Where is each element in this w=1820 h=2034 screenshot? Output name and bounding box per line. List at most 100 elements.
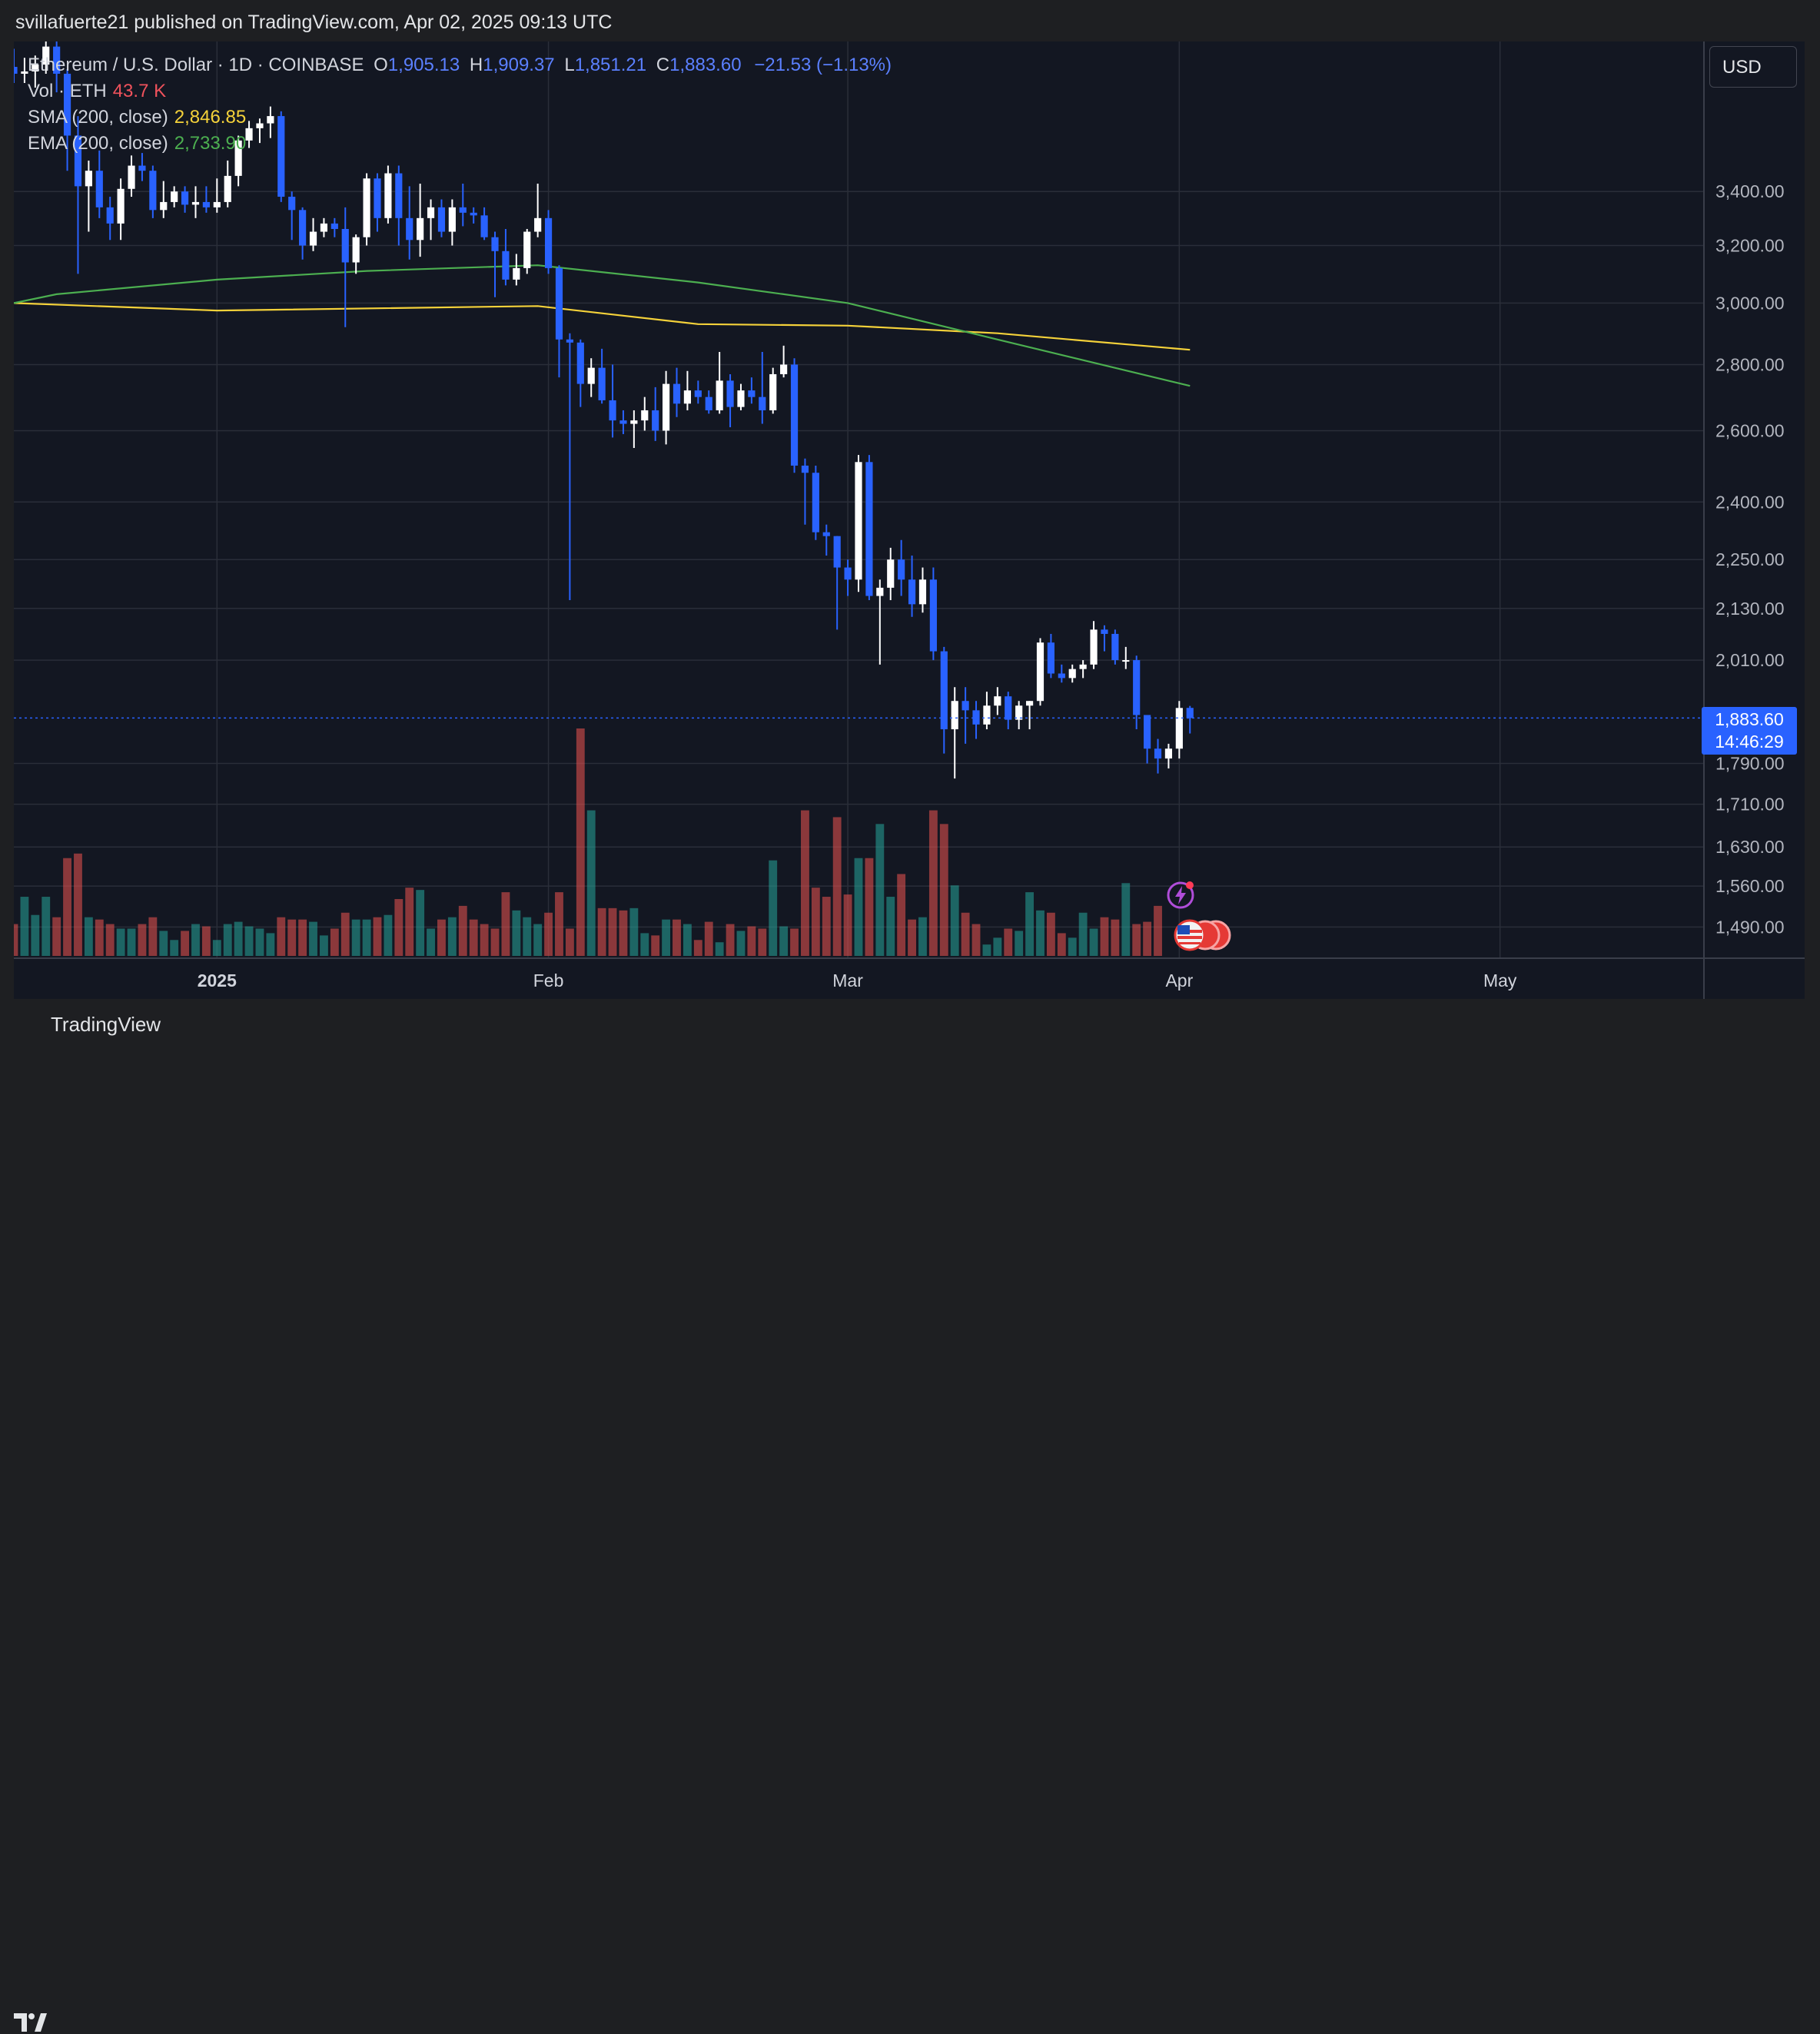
- y-tick-label: 2,400.00: [1715, 492, 1785, 512]
- volume-bar: [801, 810, 809, 956]
- candle-body: [277, 116, 285, 197]
- volume-bar: [84, 917, 93, 956]
- y-tick-label: 1,710.00: [1715, 795, 1785, 815]
- candle-body: [918, 579, 927, 605]
- lightning-event-icon[interactable]: [1164, 879, 1197, 911]
- symbol-title[interactable]: Ethereum / U.S. Dollar · 1D · COINBASE: [28, 55, 364, 75]
- candle-body: [961, 701, 969, 711]
- axes: 3,400.00 3,200.00 3,000.00 2,800.00 2,600.00…: [14, 41, 1805, 999]
- candle-body: [737, 390, 745, 407]
- volume-bar: [490, 928, 500, 956]
- candle-body: [491, 237, 499, 251]
- volume-bars: [14, 728, 1162, 956]
- legend-ema-row[interactable]: EMA (200, close) 2,733.90: [28, 131, 892, 157]
- volume-bar: [427, 928, 435, 956]
- candle-body: [1175, 708, 1183, 749]
- candle-body: [470, 212, 477, 216]
- volume-bar: [138, 924, 147, 956]
- legend-sma-row[interactable]: SMA (200, close) 2,846.85: [28, 105, 892, 131]
- volume-bar: [458, 905, 467, 956]
- candle-body: [1025, 701, 1034, 706]
- volume-bar: [555, 892, 563, 956]
- candle-body: [160, 201, 168, 211]
- volume-bar: [170, 940, 179, 956]
- x-tick-label: Apr: [1165, 971, 1193, 990]
- volume-bar: [437, 919, 446, 956]
- volume-bar: [875, 824, 885, 956]
- candle-body: [822, 532, 830, 536]
- volume-bar: [320, 935, 328, 956]
- us-economic-events-icon[interactable]: [1167, 917, 1236, 953]
- volume-bar: [608, 908, 617, 956]
- y-tick-label: 1,490.00: [1715, 917, 1785, 937]
- volume-bar: [1143, 921, 1152, 956]
- volume-bar: [31, 914, 40, 956]
- candle-body: [598, 367, 606, 400]
- candle-body: [299, 210, 307, 246]
- volume-bar: [1025, 892, 1035, 956]
- y-tick-label: 1,630.00: [1715, 837, 1785, 857]
- volume-bar: [287, 919, 297, 956]
- volume-bar: [405, 888, 414, 956]
- candle-body: [555, 267, 563, 340]
- volume-bar: [74, 853, 82, 956]
- candle-body: [1186, 708, 1194, 718]
- volume-bar: [1057, 933, 1066, 956]
- volume-bar: [447, 917, 457, 956]
- candles: [14, 41, 1194, 779]
- volume-bar: [779, 926, 789, 956]
- chart-area[interactable]: 3,400.00 3,200.00 3,000.00 2,800.00 2,600.00…: [14, 41, 1805, 999]
- y-tick-label: 2,010.00: [1715, 650, 1785, 670]
- volume-bar: [394, 899, 404, 956]
- volume-bar: [982, 944, 991, 956]
- volume-bar: [747, 926, 756, 956]
- volume-bar: [480, 924, 489, 956]
- volume-bar: [533, 924, 543, 956]
- candle-body: [759, 397, 766, 410]
- candle-body: [85, 171, 92, 187]
- chart-canvas[interactable]: 3,400.00 3,200.00 3,000.00 2,800.00 2,600.00…: [14, 41, 1805, 999]
- volume-bar: [1132, 924, 1141, 956]
- candle-body: [1068, 669, 1076, 679]
- volume-bar: [181, 931, 190, 956]
- volume-bar: [330, 928, 339, 956]
- candle-body: [1079, 664, 1087, 669]
- candle-body: [513, 267, 520, 280]
- volume-bar: [105, 924, 115, 956]
- candle-body: [844, 567, 852, 580]
- volume-bar: [1089, 928, 1098, 956]
- open-label: O: [374, 55, 388, 75]
- volume-bar: [191, 924, 200, 956]
- volume-bar: [116, 928, 125, 956]
- candle-body: [1154, 748, 1162, 759]
- high-label: H: [469, 55, 483, 75]
- candle-body: [437, 207, 446, 232]
- candle-body: [106, 207, 114, 224]
- sma-value: 2,846.85: [174, 107, 247, 128]
- volume-bar: [726, 924, 735, 956]
- volume-bar: [843, 894, 852, 956]
- volume-bar: [469, 919, 478, 956]
- volume-bar: [416, 890, 425, 956]
- volume-bar: [1068, 937, 1077, 956]
- candle-body: [42, 46, 50, 65]
- low-label: L: [564, 55, 575, 75]
- ema-value: 2,733.90: [174, 133, 247, 154]
- candle-body: [224, 175, 231, 202]
- volume-bar: [769, 860, 778, 956]
- change-value: −21.53 (−1.13%): [754, 55, 892, 75]
- candle-body: [341, 228, 349, 263]
- candle-body: [1015, 705, 1023, 720]
- candle-body: [566, 339, 573, 343]
- tradingview-brand: TradingView: [51, 1013, 161, 1036]
- ema-label: EMA (200, close): [28, 133, 168, 154]
- volume-bar: [854, 858, 863, 956]
- currency-button[interactable]: USD: [1709, 46, 1797, 88]
- volume-bar: [201, 926, 211, 956]
- volume-bar: [790, 928, 799, 956]
- candle-body: [202, 201, 210, 207]
- last-price-value: 1,883.60: [1715, 709, 1784, 730]
- volume-bar: [255, 928, 264, 956]
- candle-body: [609, 400, 616, 421]
- legend-volume-row[interactable]: Vol · ETH 43.7 K: [28, 78, 892, 105]
